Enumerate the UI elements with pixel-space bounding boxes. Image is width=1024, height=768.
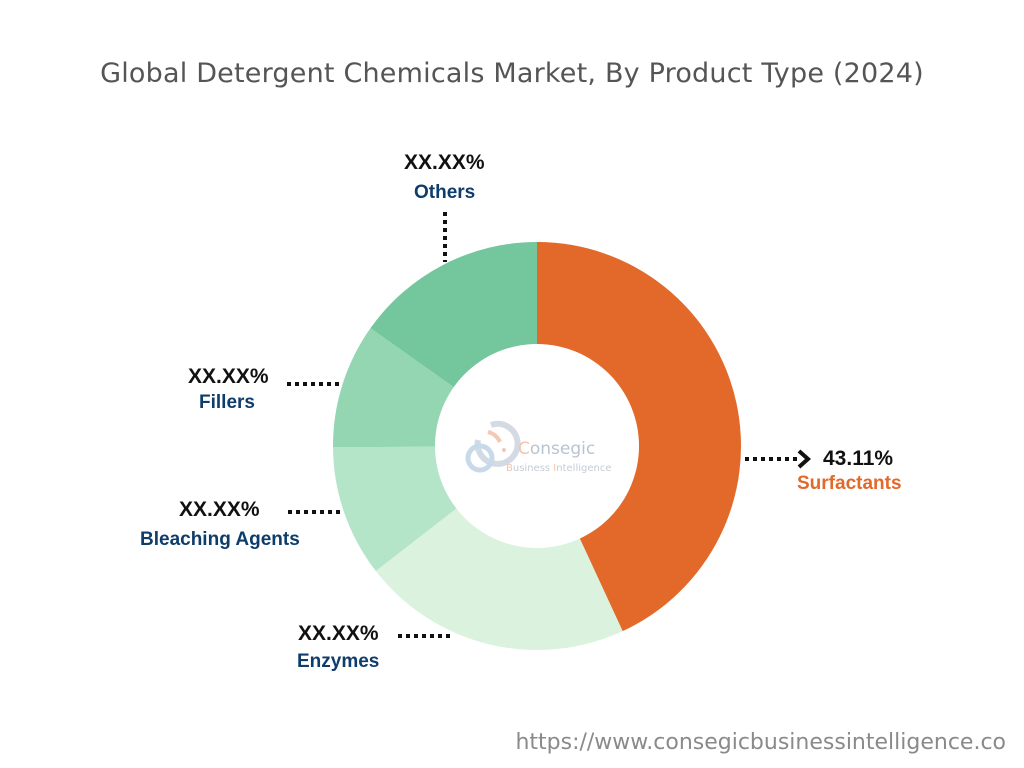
bleaching-category-label: Bleaching Agents bbox=[140, 529, 300, 550]
logo-subtitle: Business Intelligence bbox=[506, 463, 612, 474]
consegic-logo-icon bbox=[465, 420, 521, 473]
fillers-value-label: XX.XX% bbox=[188, 365, 269, 388]
others-value-label: XX.XX% bbox=[404, 151, 485, 174]
enzymes-category-label: Enzymes bbox=[297, 651, 380, 672]
enzymes-value-label: XX.XX% bbox=[298, 622, 379, 645]
surfactants-category-label: Surfactants bbox=[797, 473, 902, 494]
others-category-label: Others bbox=[414, 182, 476, 203]
logo-brand: Consegic bbox=[518, 439, 596, 459]
slice-enzymes bbox=[375, 446, 623, 651]
fillers-category-label: Fillers bbox=[199, 392, 255, 413]
surfactants-value-label: 43.11% bbox=[823, 447, 894, 470]
arrow-head-icon bbox=[797, 449, 812, 469]
source-url: https://www.consegicbusinessintelligence… bbox=[515, 730, 1006, 755]
leader-lines bbox=[287, 212, 798, 638]
donut-hole bbox=[435, 344, 639, 548]
bleaching-value-label: XX.XX% bbox=[179, 498, 260, 521]
chart-title: Global Detergent Chemicals Market, By Pr… bbox=[100, 58, 924, 89]
